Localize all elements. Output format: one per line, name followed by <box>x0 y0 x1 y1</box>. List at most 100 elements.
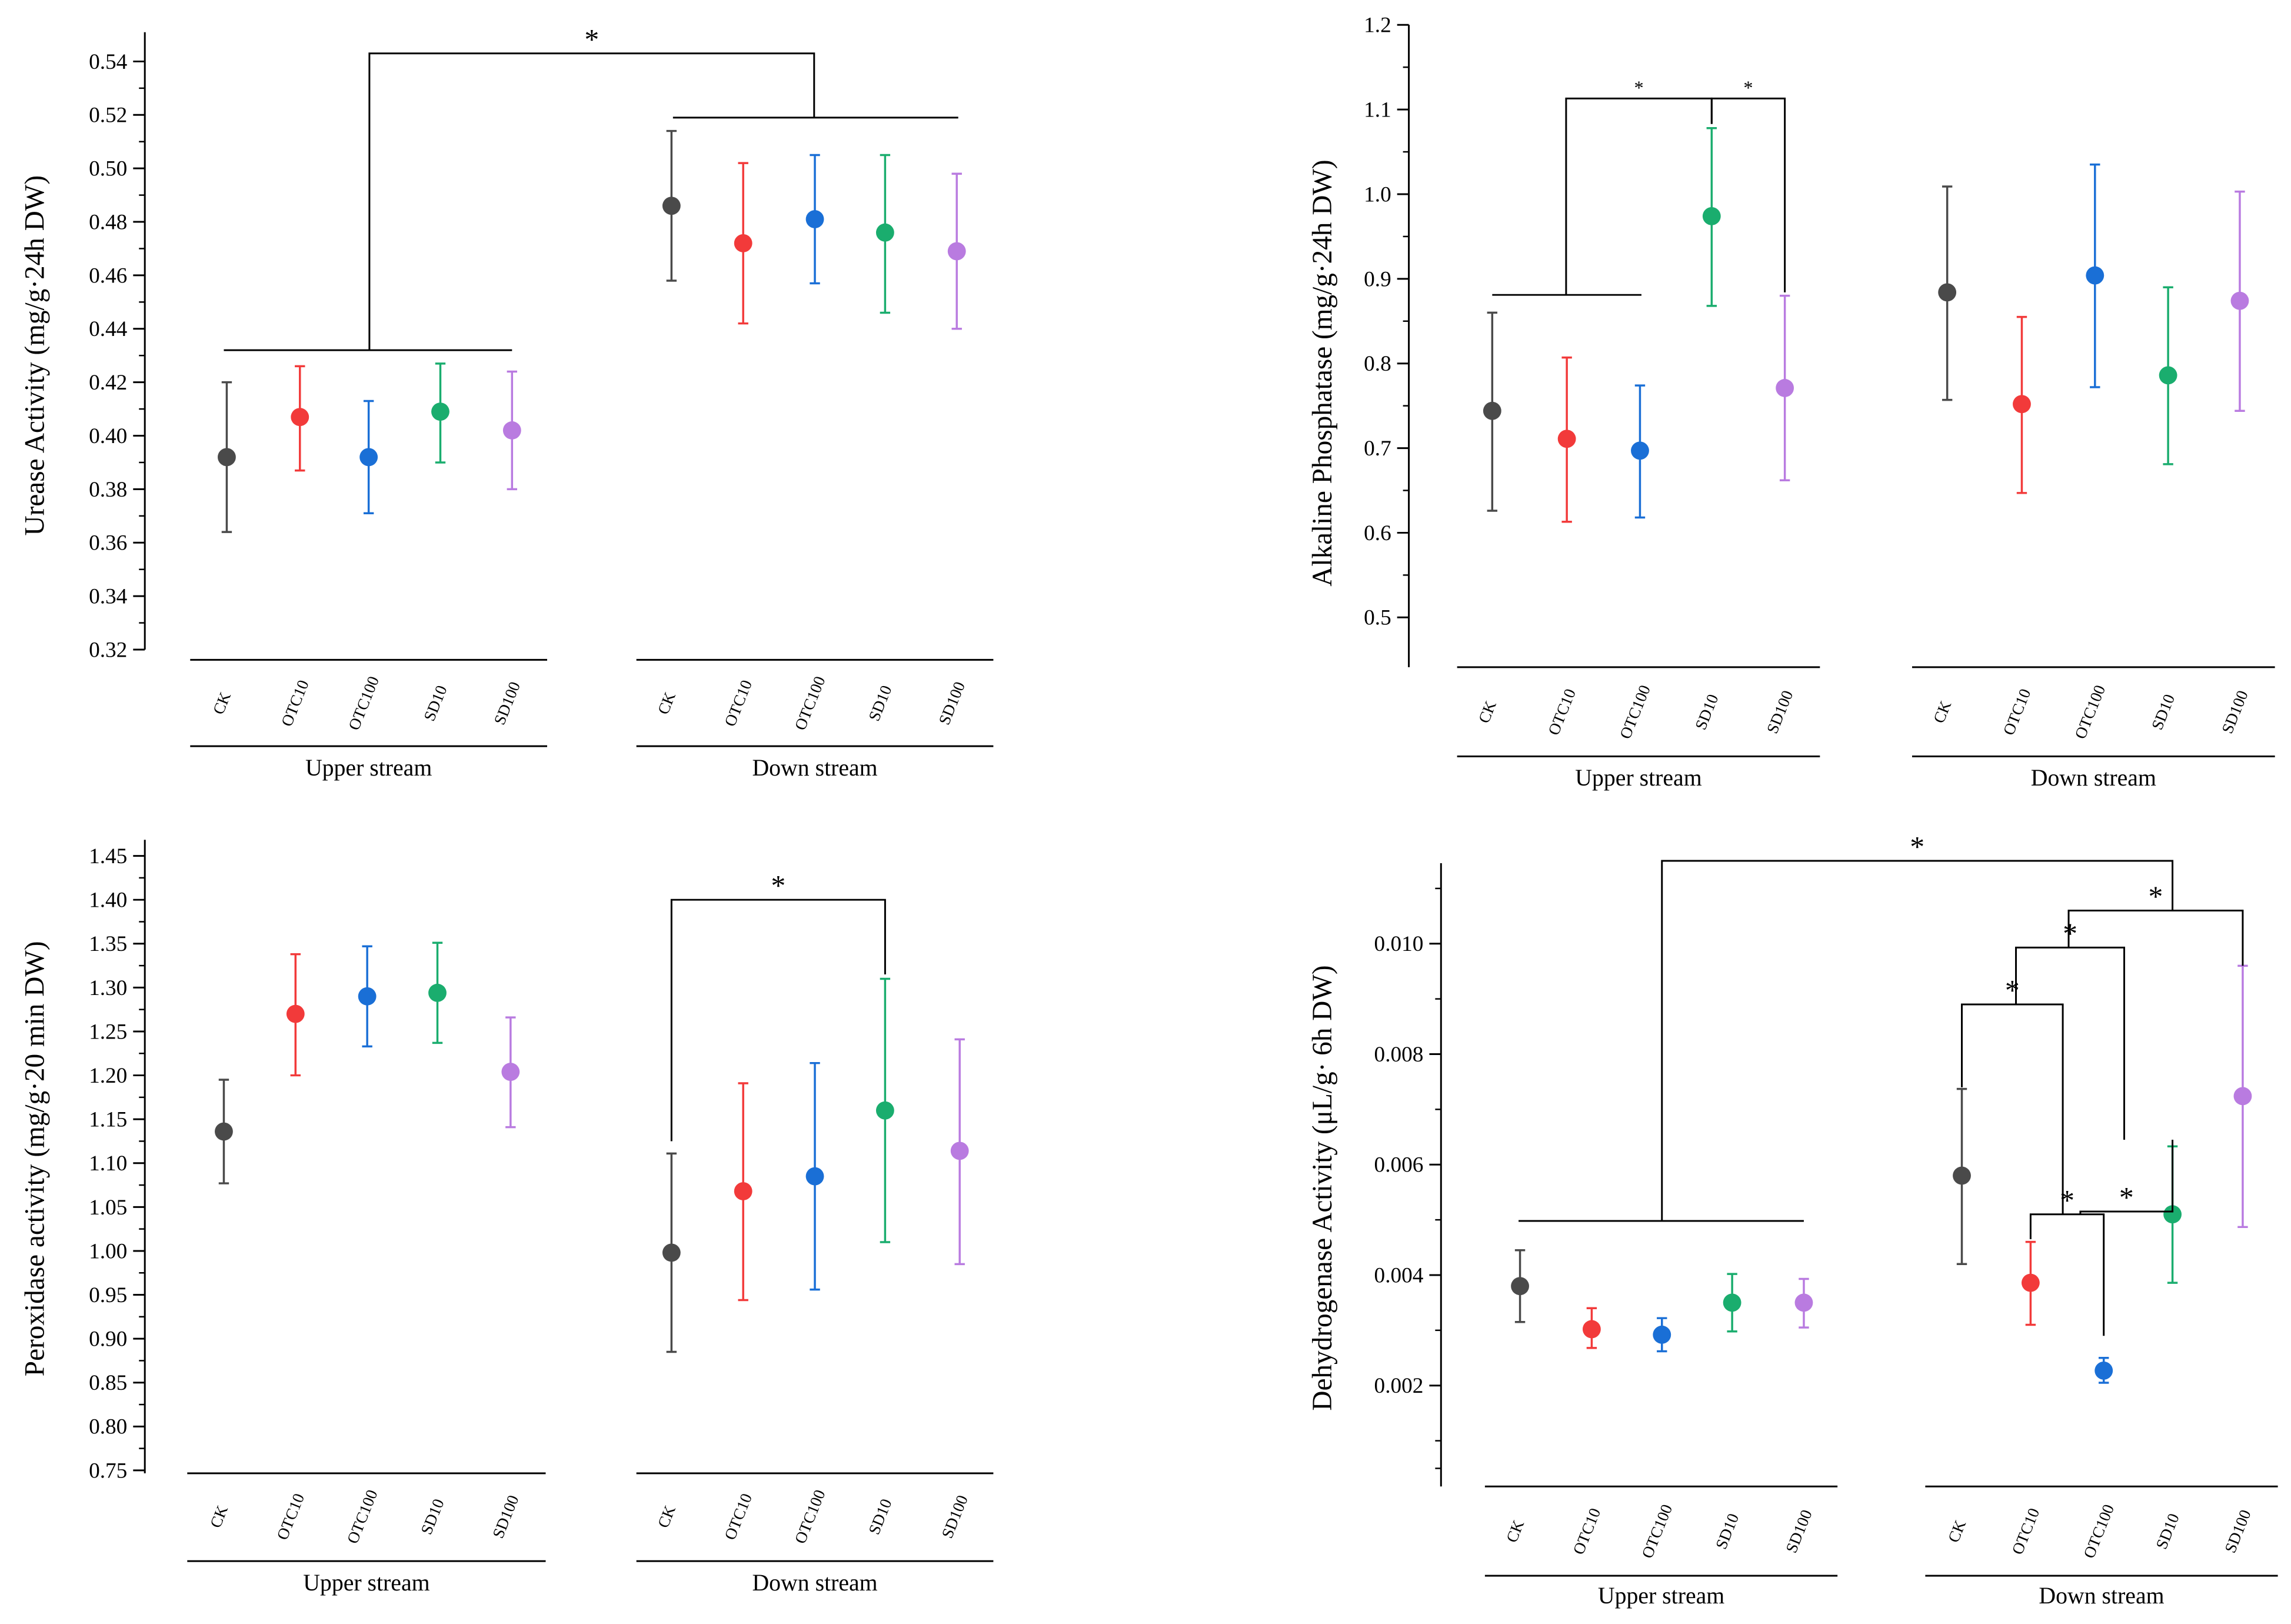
dehydrogenase-significance-bracket <box>2079 1140 2174 1214</box>
peroxidase-category-label: CK <box>654 1503 679 1530</box>
peroxidase-y-label: Peroxidase activity (mg/g·20 min DW) <box>20 941 51 1376</box>
peroxidase-significance-bracket <box>670 898 886 1142</box>
alkaline-category-label: SD10 <box>2148 692 2178 733</box>
alkaline-category-label: SD10 <box>1691 692 1721 733</box>
urease-y-tick-label: 0.32 <box>89 638 127 662</box>
dehydrogenase-category-label: OTC10 <box>1570 1506 1604 1557</box>
alkaline-y-tick-label: 1.2 <box>1364 14 1391 38</box>
peroxidase-category-label: SD100 <box>489 1493 522 1541</box>
dehydrogenase-significance-bracket <box>2029 1213 2105 1336</box>
alkaline-y-tick-label: 1.0 <box>1364 182 1391 207</box>
urease-point-upper-stream-otc100 <box>359 448 378 467</box>
urease-point-upper-stream-otc10 <box>291 408 309 427</box>
urease-y-tick-label: 0.52 <box>89 104 127 128</box>
urease-point-upper-stream-sd10 <box>431 402 449 421</box>
peroxidase-y-tick-label: 0.75 <box>89 1459 127 1483</box>
urease-point-down-stream-otc10 <box>734 234 752 252</box>
peroxidase-y-tick-label: 1.40 <box>89 888 127 913</box>
peroxidase-point-down-stream-sd100 <box>950 1142 969 1160</box>
dehydrogenase-y-tick-label: 0.006 <box>1374 1153 1424 1177</box>
alkaline-point-upper-stream-sd100 <box>1776 379 1794 397</box>
urease-y-tick-label: 0.46 <box>89 264 127 288</box>
urease-y-tick-label: 0.42 <box>89 371 127 395</box>
alkaline-category-label: OTC100 <box>2072 683 2109 741</box>
peroxidase-category-label: SD10 <box>865 1496 895 1537</box>
alkaline-point-upper-stream-sd10 <box>1702 207 1721 225</box>
dehydrogenase-chart: 0.002 0.004 0.006 0.008 0.010 Dehydrogenase A… <box>1307 831 2278 1609</box>
peroxidase-point-upper-stream-ck <box>215 1122 233 1141</box>
urease-category-label: SD100 <box>491 679 524 727</box>
peroxidase-point-upper-stream-otc100 <box>358 987 377 1006</box>
urease-category-label: CK <box>209 690 234 717</box>
peroxidase-y-tick-label: 1.35 <box>89 932 127 956</box>
urease-category-label: OTC100 <box>791 674 829 733</box>
peroxidase-point-down-stream-sd10 <box>875 1101 894 1120</box>
dehydrogenase-category-label: CK <box>1944 1517 1969 1545</box>
alkaline-point-down-stream-ck <box>1938 283 1957 302</box>
dehydrogenase-point-upper-stream-otc10 <box>1582 1320 1601 1339</box>
urease-y-tick-label: 0.36 <box>89 531 127 555</box>
alkaline-significance-star: * <box>1634 77 1644 98</box>
urease-group-label: Upper stream <box>305 755 432 781</box>
urease-point-upper-stream-ck <box>218 448 236 467</box>
urease-chart: 0.32 0.34 0.36 0.38 0.40 0.42 0.44 0.46 0.48 0.50… <box>20 23 994 781</box>
alkaline-y-tick-label: 0.7 <box>1364 437 1391 461</box>
alkaline-point-upper-stream-ck <box>1483 401 1501 420</box>
peroxidase-y-tick-label: 0.85 <box>89 1371 127 1395</box>
alkaline-category-label: OTC100 <box>1616 683 1654 741</box>
dehydrogenase-category-label: CK <box>1503 1517 1527 1545</box>
urease-point-down-stream-sd10 <box>875 223 894 242</box>
dehydrogenase-point-upper-stream-sd10 <box>1723 1293 1741 1312</box>
peroxidase-y-tick-label: 0.80 <box>89 1415 127 1439</box>
dehydrogenase-y-tick-label: 0.010 <box>1374 932 1424 956</box>
alkaline-y-tick-label: 0.6 <box>1364 521 1391 545</box>
dehydrogenase-category-label: OTC100 <box>2080 1502 2118 1560</box>
alkaline-point-down-stream-sd10 <box>2159 366 2177 385</box>
dehydrogenase-y-tick-label: 0.008 <box>1374 1043 1424 1067</box>
alkaline-point-upper-stream-otc100 <box>1631 441 1649 460</box>
urease-category-label: CK <box>654 690 679 717</box>
alkaline-category-label: SD100 <box>1763 688 1796 736</box>
alkaline-group-label: Upper stream <box>1575 765 1701 791</box>
peroxidase-y-tick-label: 1.25 <box>89 1020 127 1044</box>
urease-group-label: Down stream <box>752 755 877 781</box>
urease-category-label: SD10 <box>865 683 895 724</box>
peroxidase-point-upper-stream-sd10 <box>428 983 447 1002</box>
peroxidase-y-tick-label: 1.15 <box>89 1108 127 1132</box>
dehydrogenase-category-label: SD100 <box>1782 1507 1815 1556</box>
urease-point-down-stream-otc100 <box>805 210 824 228</box>
alkaline-significance-star: * <box>1743 77 1753 98</box>
urease-y-tick-label: 0.44 <box>89 317 128 341</box>
alkaline-chart: 0.5 0.6 0.7 0.8 0.9 1.0 1.1 1.2 Alkaline Phospha… <box>1307 14 2275 791</box>
alkaline-y-tick-label: 0.9 <box>1364 267 1391 291</box>
peroxidase-category-label: OTC10 <box>721 1491 756 1542</box>
peroxidase-point-down-stream-otc10 <box>734 1182 752 1200</box>
peroxidase-y-tick-label: 1.30 <box>89 976 127 1000</box>
peroxidase-y-tick-label: 1.05 <box>89 1196 127 1220</box>
urease-category-label: OTC10 <box>721 677 756 728</box>
peroxidase-significance-star: * <box>771 870 785 902</box>
urease-y-tick-label: 0.50 <box>89 157 127 181</box>
peroxidase-chart: 0.75 0.80 0.85 0.90 0.95 1.00 1.05 1.10 1.15 1.20… <box>20 840 994 1596</box>
dehydrogenase-significance-star: * <box>1910 831 1924 863</box>
dehydrogenase-point-upper-stream-otc100 <box>1653 1325 1671 1344</box>
dehydrogenase-significance-star: * <box>2005 974 2020 1007</box>
dehydrogenase-point-down-stream-otc100 <box>2094 1361 2113 1380</box>
peroxidase-point-down-stream-ck <box>662 1243 681 1262</box>
dehydrogenase-point-down-stream-otc10 <box>2021 1273 2040 1292</box>
peroxidase-group-label: Upper stream <box>303 1570 429 1596</box>
urease-y-tick-label: 0.48 <box>89 210 127 234</box>
dehydrogenase-point-upper-stream-sd100 <box>1794 1293 1813 1312</box>
alkaline-category-label: CK <box>1475 698 1500 726</box>
urease-point-down-stream-ck <box>662 197 681 215</box>
dehydrogenase-significance-bracket <box>1961 1003 2064 1214</box>
dehydrogenase-point-down-stream-sd10 <box>2163 1205 2182 1224</box>
urease-y-tick-label: 0.54 <box>89 50 128 74</box>
alkaline-point-down-stream-sd100 <box>2230 291 2249 310</box>
peroxidase-category-label: SD100 <box>938 1493 971 1541</box>
alkaline-category-label: OTC10 <box>1545 686 1580 737</box>
peroxidase-y-tick-label: 1.45 <box>89 844 127 868</box>
urease-point-upper-stream-sd100 <box>502 421 521 440</box>
alkaline-point-down-stream-otc10 <box>2013 395 2031 414</box>
